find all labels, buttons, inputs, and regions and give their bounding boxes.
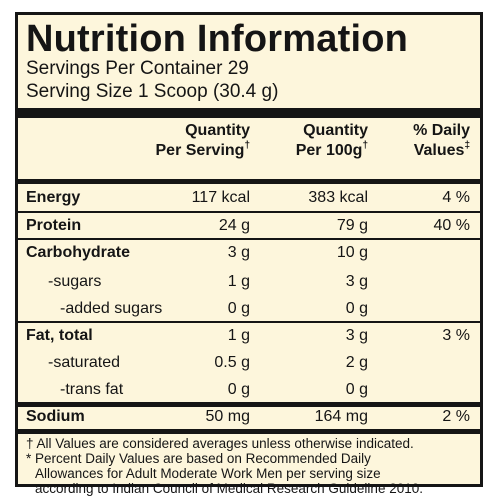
servings-per-container: Servings Per Container 29 bbox=[26, 58, 249, 79]
per-100g-value: 0 g bbox=[345, 300, 368, 317]
nutrition-panel: Nutrition Information Servings Per Conta… bbox=[15, 12, 483, 496]
column-header-daily-line1: % Daily bbox=[413, 122, 470, 139]
column-header-daily-line2: Values bbox=[413, 142, 465, 159]
nutrient-name: Sodium bbox=[26, 408, 85, 425]
per-100g-value: 2 g bbox=[345, 354, 368, 371]
row-divider bbox=[18, 321, 480, 323]
column-header-per-100g-line1: Quantity bbox=[303, 122, 368, 139]
table-row: Fat, total 1 g 3 g 3 % bbox=[18, 322, 480, 349]
per-100g-value: 3 g bbox=[345, 273, 368, 290]
per-100g-value: 10 g bbox=[336, 244, 368, 261]
per-serving-value: 24 g bbox=[218, 217, 250, 234]
per-100g-value: 0 g bbox=[345, 381, 368, 398]
column-header-per-serving: Quantity Per Serving† bbox=[156, 121, 251, 161]
table-row: Protein 24 g 79 g 40 % bbox=[18, 212, 480, 239]
row-divider bbox=[18, 211, 480, 213]
table-row: -sugars 1 g 3 g bbox=[18, 268, 480, 295]
per-100g-value: 3 g bbox=[345, 327, 368, 344]
table-row: Energy 117 kcal 383 kcal 4 % bbox=[18, 184, 480, 211]
serving-size: Serving Size 1 Scoop (30.4 g) bbox=[26, 81, 279, 102]
table-row: -added sugars 0 g 0 g bbox=[18, 295, 480, 322]
table-top-divider bbox=[18, 179, 480, 184]
column-header-per-100g-line2: Per 100g bbox=[295, 142, 363, 159]
per-serving-value: 0 g bbox=[227, 381, 250, 398]
per-serving-value: 1 g bbox=[227, 327, 250, 344]
nutrient-name: Carbohydrate bbox=[26, 244, 131, 261]
per-serving-value: 1 g bbox=[227, 273, 250, 290]
footnote-daily-line3: according to Indian Council of Medical R… bbox=[35, 481, 423, 496]
nutrient-name: Protein bbox=[26, 217, 82, 234]
column-header-per-100g: Quantity Per 100g† bbox=[296, 121, 368, 161]
per-serving-value: 50 mg bbox=[205, 408, 250, 425]
per-serving-value: 0 g bbox=[227, 300, 250, 317]
per-serving-value: 0.5 g bbox=[214, 354, 250, 371]
nutrient-name: -trans fat bbox=[60, 381, 124, 398]
footnote-dagger: † All Values are considered averages unl… bbox=[26, 436, 414, 451]
table-row: -saturated 0.5 g 2 g bbox=[18, 349, 480, 376]
per-100g-value: 164 mg bbox=[314, 408, 368, 425]
per-100g-value: 79 g bbox=[336, 217, 368, 234]
column-header-per-serving-line1: Quantity bbox=[185, 122, 250, 139]
per-100g-value: 383 kcal bbox=[308, 189, 368, 206]
footnote-daily-values: * Percent Daily Values are based on Reco… bbox=[26, 451, 482, 496]
table-row: Sodium 50 mg 164 mg 2 % bbox=[18, 403, 480, 430]
per-serving-value: 3 g bbox=[227, 244, 250, 261]
nutrient-name: Fat, total bbox=[26, 327, 93, 344]
dagger-mark: † bbox=[362, 140, 368, 151]
footnote-daily-line2: Allowances for Adult Moderate Work Men p… bbox=[35, 466, 381, 481]
table-row: Carbohydrate 3 g 10 g bbox=[18, 239, 480, 266]
nutrient-name: -sugars bbox=[48, 273, 102, 290]
nutrient-name: -added sugars bbox=[60, 300, 163, 317]
footnote-daily-line1: * Percent Daily Values are based on Reco… bbox=[26, 451, 371, 466]
nutrient-name: Energy bbox=[26, 189, 81, 206]
dagger-mark: † bbox=[244, 140, 250, 151]
daily-value: 4 % bbox=[442, 189, 470, 206]
table-row: -trans fat 0 g 0 g bbox=[18, 376, 480, 403]
double-dagger-mark: ‡ bbox=[464, 140, 470, 151]
per-serving-value: 117 kcal bbox=[191, 189, 250, 206]
column-header-per-serving-line2: Per Serving bbox=[155, 142, 245, 159]
sodium-divider bbox=[18, 402, 480, 407]
nutrient-name: -saturated bbox=[48, 354, 121, 371]
column-header-daily-values: % Daily Values‡ bbox=[413, 121, 470, 161]
row-divider bbox=[18, 238, 480, 240]
daily-value: 3 % bbox=[442, 327, 470, 344]
table-bottom-divider bbox=[18, 429, 480, 434]
panel-title: Nutrition Information bbox=[26, 18, 409, 60]
daily-value: 2 % bbox=[442, 408, 470, 425]
header-divider bbox=[18, 108, 480, 118]
daily-value: 40 % bbox=[433, 217, 470, 234]
